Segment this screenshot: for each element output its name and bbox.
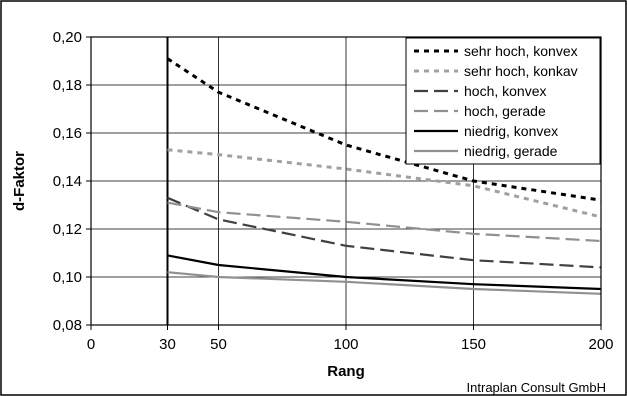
series-line-5 <box>167 271 602 295</box>
y-tick-label: 0,10 <box>53 269 82 286</box>
legend-label-4: niedrig, konvex <box>464 123 558 139</box>
legend-label-5: niedrig, gerade <box>464 143 558 159</box>
x-tick-label: 100 <box>333 336 358 353</box>
y-tick-label: 0,18 <box>53 77 82 94</box>
legend-label-3: hoch, gerade <box>464 103 546 119</box>
y-tick-label: 0,20 <box>53 29 82 46</box>
series-line-2 <box>167 196 602 269</box>
x-axis-title: Rang <box>327 363 365 380</box>
series-lines <box>166 57 602 295</box>
x-tick-label: 150 <box>461 336 486 353</box>
x-tick-label: 200 <box>588 336 613 353</box>
legend-box <box>405 37 601 165</box>
y-tick-label: 0,14 <box>53 173 82 190</box>
x-tick-label: 50 <box>210 336 227 353</box>
legend-label-0: sehr hoch, konvex <box>464 43 578 59</box>
series-line-3 <box>167 201 602 243</box>
series-line-0 <box>166 57 602 202</box>
legend: sehr hoch, konvex sehr hoch, konkav hoch, … <box>405 37 601 165</box>
y-tick-label: 0,16 <box>53 125 82 142</box>
legend-label-2: hoch, konvex <box>464 83 547 99</box>
y-tick-label: 0,12 <box>53 221 82 238</box>
source-credit: Intraplan Consult GmbH <box>467 380 606 395</box>
x-tick-label: 30 <box>159 336 176 353</box>
y-tick-label: 0,08 <box>53 317 82 334</box>
y-axis-title: d-Faktor <box>11 151 28 211</box>
x-tick-label: 0 <box>87 336 95 353</box>
series-line-4 <box>167 254 602 291</box>
tick-labels: 0,08 0,10 0,12 0,14 0,16 0,18 0,20 0 30 50 100 150 2… <box>53 29 614 353</box>
series-line-1 <box>167 148 602 219</box>
legend-label-1: sehr hoch, konkav <box>464 63 578 79</box>
